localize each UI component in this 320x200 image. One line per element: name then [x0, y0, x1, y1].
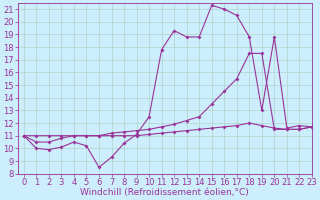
X-axis label: Windchill (Refroidissement éolien,°C): Windchill (Refroidissement éolien,°C) — [80, 188, 249, 197]
